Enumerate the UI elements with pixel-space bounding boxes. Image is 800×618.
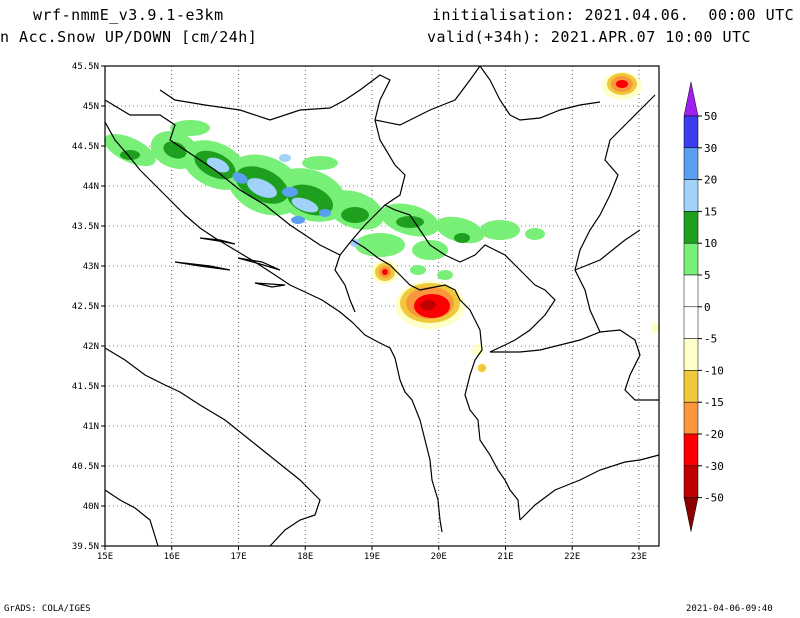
legend-band <box>683 401 699 435</box>
legend-label: 50 <box>704 110 717 123</box>
legend-top-arrow <box>683 81 699 117</box>
legend-label: -5 <box>704 333 717 346</box>
lat-label: 40.5N <box>72 462 99 472</box>
lat-label: 44.5N <box>72 142 99 152</box>
legend-label: -20 <box>704 428 724 441</box>
model-title: wrf-nmmE_v3.9.1-e3km <box>33 6 224 24</box>
legend-label: 5 <box>704 269 711 282</box>
lon-label: 17E <box>230 552 246 562</box>
legend-label: 15 <box>704 205 717 218</box>
lat-label: 42N <box>83 342 99 352</box>
legend-band <box>683 306 699 339</box>
legend-band <box>683 211 699 244</box>
legend-band <box>683 465 699 498</box>
legend-label: -30 <box>704 460 724 473</box>
coastlines-borders <box>104 65 660 547</box>
initialisation-time: initialisation: 2021.04.06. 00:00 UTC <box>432 6 795 24</box>
lon-label: 15E <box>97 552 113 562</box>
lat-label: 40N <box>83 502 99 512</box>
lon-label: 18E <box>297 552 313 562</box>
legend-label: -50 <box>704 492 724 505</box>
lon-label: 19E <box>364 552 380 562</box>
grads-credit: GrADS: COLA/IGES <box>4 604 91 614</box>
lat-label: 45N <box>83 102 99 112</box>
lat-label: 39.5N <box>72 542 99 552</box>
legend-label: 0 <box>704 301 711 314</box>
lon-label: 20E <box>431 552 447 562</box>
legend-label: -15 <box>704 396 724 409</box>
legend-label: 20 <box>704 174 717 187</box>
legend-label: -10 <box>704 364 724 377</box>
lat-label: 41N <box>83 422 99 432</box>
legend-band <box>683 115 699 149</box>
legend-band <box>683 242 699 276</box>
legend-label: 10 <box>704 237 717 250</box>
lat-label: 43N <box>83 262 99 272</box>
lon-label: 16E <box>164 552 180 562</box>
lat-label: 41.5N <box>72 382 99 392</box>
legend-band <box>683 370 699 403</box>
lat-label: 44N <box>83 182 99 192</box>
lat-label: 43.5N <box>72 222 99 232</box>
legend-label: 30 <box>704 142 717 155</box>
snow-field <box>104 72 659 373</box>
legend-band <box>683 179 699 212</box>
legend-bottom-arrow <box>683 497 699 532</box>
lat-label: 45.5N <box>72 62 99 72</box>
axis-ticks: 45.5N 45N 44.5N 44N 43.5N 43N 42.5N 42N 41.5N 41N… <box>72 62 647 562</box>
field-title: n Acc.Snow UP/DOWN [cm/24h] <box>0 28 258 46</box>
lon-label: 21E <box>497 552 513 562</box>
lat-label: 42.5N <box>72 302 99 312</box>
lon-label: 23E <box>631 552 647 562</box>
valid-time: valid(+34h): 2021.APR.07 10:00 UTC <box>427 28 752 46</box>
legend-band <box>683 338 699 371</box>
lon-label: 22E <box>564 552 580 562</box>
legend-band <box>683 147 699 180</box>
render-timestamp: 2021-04-06-09:40 <box>686 604 773 614</box>
legend-band <box>683 433 699 467</box>
legend-band <box>683 274 699 308</box>
